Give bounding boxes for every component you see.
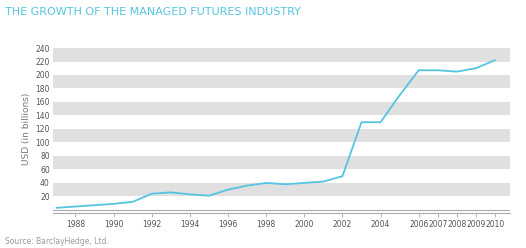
Text: Source: BarclayHedge, Ltd.: Source: BarclayHedge, Ltd.: [5, 237, 109, 246]
Bar: [53, 116, 510, 129]
Bar: [53, 75, 510, 89]
Text: THE GROWTH OF THE MANAGED FUTURES INDUSTRY: THE GROWTH OF THE MANAGED FUTURES INDUST…: [5, 7, 301, 17]
Bar: [53, 142, 510, 156]
Bar: [53, 48, 510, 62]
Bar: [53, 89, 510, 102]
Bar: [53, 169, 510, 183]
Bar: [53, 129, 510, 142]
Bar: [53, 183, 510, 196]
Bar: [53, 156, 510, 169]
Bar: [53, 196, 510, 210]
Bar: [53, 62, 510, 75]
Bar: [53, 102, 510, 116]
Y-axis label: USD (in billions): USD (in billions): [22, 93, 31, 165]
